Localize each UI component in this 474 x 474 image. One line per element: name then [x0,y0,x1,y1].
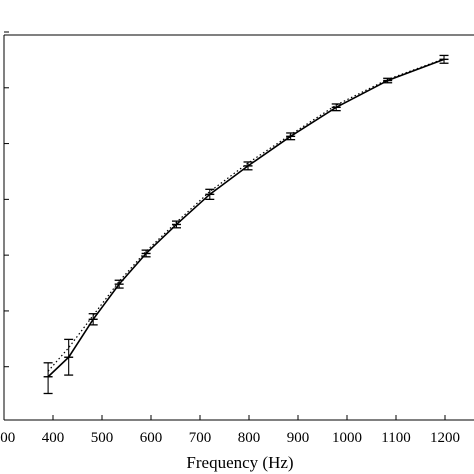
x-tick-label: 1200 [430,430,460,446]
series-group [43,54,449,395]
x-tick-label: 400 [42,430,65,446]
x-tick-label: 500 [91,430,114,446]
x-tick-label: 800 [238,430,261,446]
x-tick-label: 600 [140,430,163,446]
plot-frame [3,34,474,421]
x-tick-label: 1000 [332,430,362,446]
series-solid [43,54,449,395]
x-tick-label: 700 [189,430,212,446]
x-tick-label: 900 [287,430,310,446]
series-line-dotted [47,58,445,372]
x-tick-label: 300 [0,430,15,446]
axis-ticks [3,31,446,420]
x-axis-label: Frequency (Hz) [186,453,293,472]
axis-labels: 300 400 500 600 700 800 900 1000 1100 1200 [0,430,460,446]
series-line-solid [47,58,445,378]
series-dotted [47,58,445,372]
x-tick-label: 1100 [381,430,410,446]
